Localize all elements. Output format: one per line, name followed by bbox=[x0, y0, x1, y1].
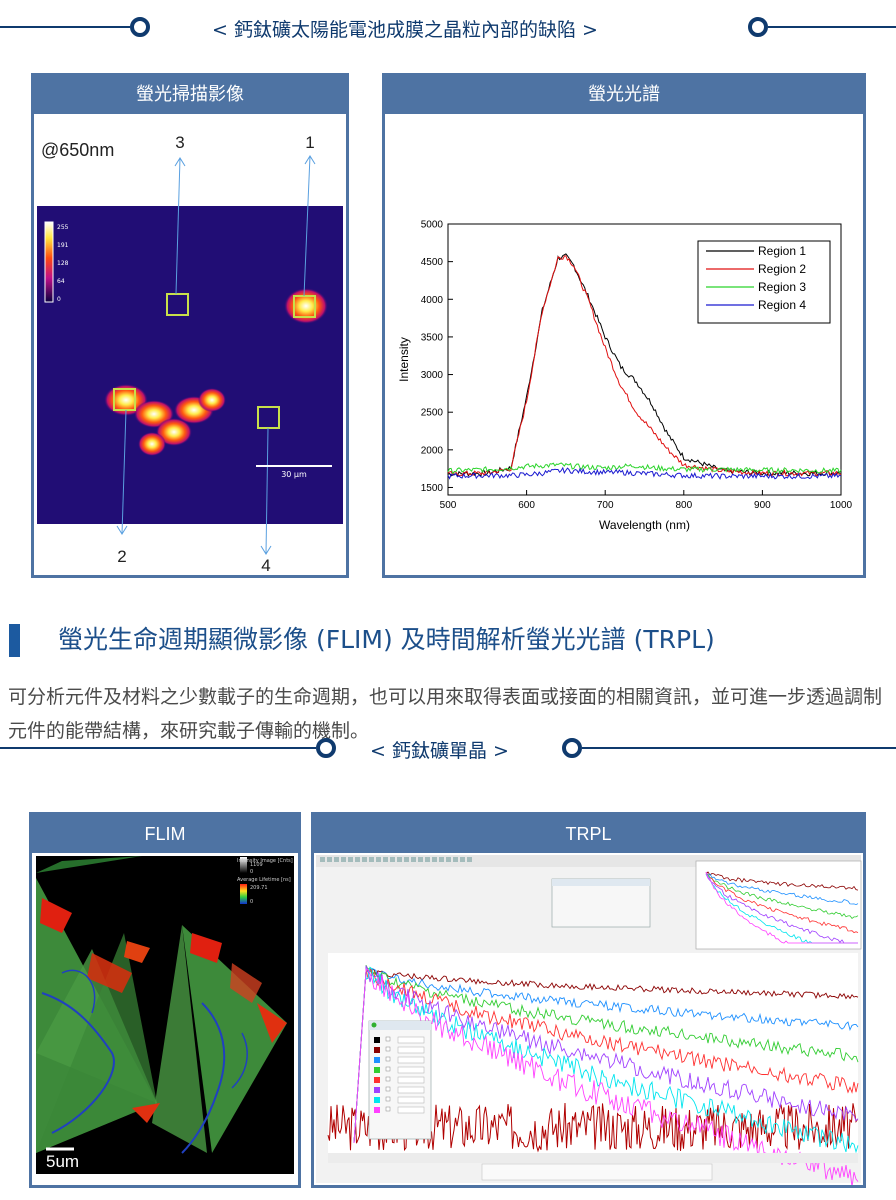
x-tick-label: 700 bbox=[597, 500, 614, 511]
x-tick-label: 600 bbox=[518, 500, 535, 511]
trpl-software-screenshot bbox=[316, 855, 862, 1185]
legend-box bbox=[697, 240, 831, 324]
flim-panel-title: FLIM bbox=[32, 815, 298, 853]
wavelength-label: @650nm bbox=[41, 140, 114, 160]
y-tick-label: 3000 bbox=[421, 370, 444, 381]
divider-line-right bbox=[582, 747, 896, 749]
divider-line-right bbox=[768, 26, 896, 28]
series-line-3 bbox=[447, 462, 842, 475]
flim-scale-bar-label: 5um bbox=[46, 1152, 79, 1171]
colorbar-tick: 191 bbox=[57, 242, 69, 249]
divider-ring-left bbox=[316, 738, 336, 758]
spectrum-chart: 500 600 700 800 900 1000 1500 2000 2500 3000 3500 4… bbox=[397, 220, 853, 533]
scan-image-panel-title: 螢光掃描影像 bbox=[34, 76, 346, 114]
series-line-2 bbox=[447, 255, 842, 477]
scale-bar-label: 30 µm bbox=[281, 470, 307, 479]
region-box-4 bbox=[257, 406, 280, 429]
spectrum-panel: 螢光光譜 500 600 700 800 900 1000 1500 2000 2500 3000… bbox=[382, 73, 866, 578]
scan-image-panel: 螢光掃描影像 bbox=[31, 73, 349, 578]
region-label-1: 1 bbox=[305, 133, 314, 152]
region-label-4: 4 bbox=[261, 556, 270, 575]
x-tick-label: 900 bbox=[754, 500, 771, 511]
divider-ring-right bbox=[748, 17, 768, 37]
divider-line-left bbox=[0, 26, 130, 28]
axis-panel-dialog bbox=[551, 878, 651, 928]
flim-legend-text: 0 bbox=[250, 899, 253, 905]
x-tick-label: 800 bbox=[675, 500, 692, 511]
section-title-single-crystal: < 鈣鈦礦單晶 > bbox=[370, 740, 509, 762]
y-tick-label: 3500 bbox=[421, 332, 444, 343]
x-axis-label: Wavelength (nm) bbox=[599, 518, 690, 532]
section-description: 可分析元件及材料之少數載子的生命週期，也可以用來取得表面或接面的相關資訊，並可進… bbox=[8, 686, 883, 742]
x-tick-label: 1000 bbox=[830, 500, 853, 511]
series-line-4 bbox=[447, 466, 842, 480]
divider-ring-right bbox=[562, 738, 582, 758]
flim-legend-text: Intensity Image [Cnts] bbox=[237, 858, 293, 864]
flim-legend-text: 209.71 bbox=[250, 885, 268, 891]
legend-label: Region 4 bbox=[758, 298, 806, 312]
y-tick-label: 4500 bbox=[421, 257, 444, 268]
lifetime-colorbar bbox=[240, 884, 247, 904]
scan-image-body: 255 191 128 64 0 30 µm @650nm 1 2 bbox=[34, 114, 346, 575]
section-divider-2: < 鈣鈦礦單晶 > bbox=[0, 733, 896, 763]
region-label-2: 2 bbox=[117, 547, 126, 566]
section-title-defects: < 鈣鈦礦太陽能電池成膜之晶粒內部的缺陷 > bbox=[212, 19, 598, 41]
leader-line-4 bbox=[265, 427, 269, 555]
flim-body: Intensity Image [Cnts] 1109 0 Average Li… bbox=[32, 853, 298, 1185]
flim-image: Intensity Image [Cnts] 1109 0 Average Li… bbox=[36, 856, 294, 1174]
spectrum-panel-title: 螢光光譜 bbox=[385, 76, 863, 114]
y-axis-label: Intensity bbox=[397, 337, 411, 382]
y-tick-label: 2000 bbox=[421, 445, 444, 456]
flim-legend-text: 1109 bbox=[250, 862, 263, 868]
hotspot-region-1 bbox=[284, 288, 328, 324]
legend-label: Region 3 bbox=[758, 280, 806, 294]
leader-line-3 bbox=[175, 157, 181, 295]
flim-legend-text: Average Lifetime [ns] bbox=[237, 877, 291, 883]
colorbar bbox=[44, 221, 54, 303]
leader-line-1 bbox=[303, 155, 311, 297]
legend-label: Region 2 bbox=[758, 262, 806, 276]
section-divider-1: < 鈣鈦礦太陽能電池成膜之晶粒內部的缺陷 > bbox=[0, 12, 896, 42]
section-heading-flim-trpl: 螢光生命週期顯微影像 (FLIM) 及時間解析螢光光譜 (TRPL) bbox=[58, 625, 715, 654]
colorbar-tick: 255 bbox=[57, 224, 69, 231]
y-tick-label: 5000 bbox=[421, 220, 444, 231]
flim-panel: FLIM bbox=[29, 812, 301, 1188]
inset-plot bbox=[695, 860, 862, 950]
trpl-panel: TRPL bbox=[311, 812, 866, 1188]
divider-line-left bbox=[0, 747, 316, 749]
colorbar-tick: 64 bbox=[57, 278, 65, 285]
y-tick-label: 1500 bbox=[421, 483, 444, 494]
spectrum-body: 500 600 700 800 900 1000 1500 2000 2500 3000 3500 4… bbox=[385, 114, 863, 575]
legend-label: Region 1 bbox=[758, 244, 806, 258]
trpl-body bbox=[314, 853, 863, 1185]
y-tick-label: 2500 bbox=[421, 408, 444, 419]
region-label-3: 3 bbox=[175, 133, 184, 152]
intensity-colorbar bbox=[240, 857, 247, 873]
fluorescence-scan-image: 255 191 128 64 0 30 µm @650nm 1 2 bbox=[37, 133, 343, 575]
flim-legend-text: 0 bbox=[250, 869, 253, 875]
y-tick-label: 4000 bbox=[421, 295, 444, 306]
colorbar-tick: 128 bbox=[57, 260, 69, 267]
leader-line-2 bbox=[121, 409, 127, 535]
x-tick-label: 500 bbox=[440, 500, 457, 511]
trpl-status-bar bbox=[481, 1163, 713, 1181]
colorbar-tick: 0 bbox=[57, 296, 61, 303]
region-box-3 bbox=[166, 293, 189, 316]
crystal-triangle-2 bbox=[182, 925, 287, 1153]
trpl-panel-title: TRPL bbox=[314, 815, 863, 853]
section-accent-bar bbox=[9, 624, 20, 657]
region-box-2 bbox=[113, 388, 136, 411]
divider-ring-left bbox=[130, 17, 150, 37]
